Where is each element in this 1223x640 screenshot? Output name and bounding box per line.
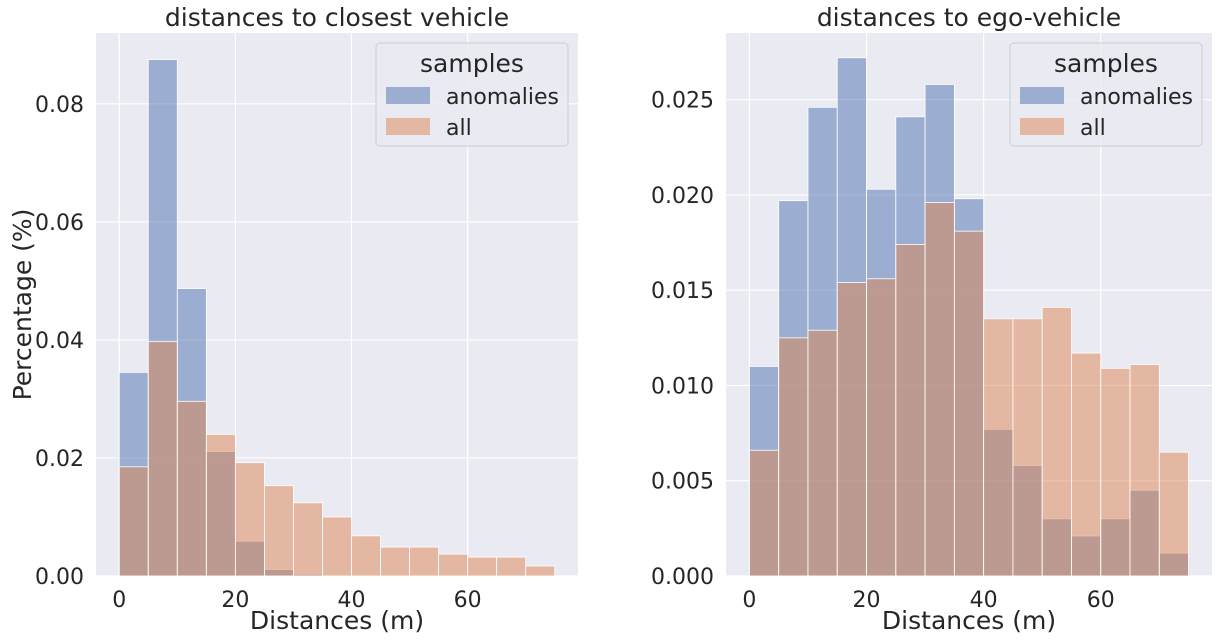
- legend-title: samples: [420, 49, 524, 78]
- y-tick-label: 0.005: [651, 470, 714, 495]
- y-tick-label: 0.020: [651, 184, 714, 209]
- chart-title: distances to ego-vehicle: [817, 3, 1121, 32]
- bar-all: [836, 282, 867, 577]
- bar-all: [1012, 318, 1043, 577]
- legend-swatch-all: [1020, 118, 1064, 135]
- x-axis-label: Distances (m): [882, 606, 1056, 635]
- bar-all: [380, 546, 410, 577]
- bar-all: [118, 466, 149, 577]
- bar-all: [749, 449, 780, 577]
- x-tick-label: 0: [112, 588, 126, 613]
- bar-all: [895, 244, 926, 577]
- y-tick-label: 0.000: [651, 565, 714, 590]
- y-tick-label: 0.06: [35, 211, 84, 236]
- y-tick-label: 0.00: [35, 565, 84, 590]
- bar-all: [496, 556, 527, 577]
- bar-all: [147, 341, 178, 577]
- chart-title: distances to closest vehicle: [165, 3, 509, 32]
- bar-all: [1041, 306, 1072, 577]
- bar-all: [293, 502, 323, 577]
- y-tick-label: 0.010: [651, 374, 714, 399]
- bar-all: [351, 535, 381, 577]
- y-axis-label: Percentage (%): [8, 209, 37, 401]
- bar-all: [205, 433, 236, 577]
- x-tick-label: 20: [853, 588, 881, 613]
- y-tick-label: 0.02: [35, 447, 84, 472]
- legend-label-all: all: [1080, 116, 1106, 141]
- legend: samples anomalies all: [375, 42, 569, 147]
- bar-all: [778, 337, 809, 577]
- legend: samples anomalies all: [1009, 42, 1203, 147]
- legend-swatch-anomalies: [386, 87, 430, 104]
- bar-all: [234, 462, 265, 577]
- y-tick-label: 0.025: [651, 89, 714, 114]
- x-tick-label: 20: [221, 588, 249, 613]
- chart-panel-2: 0 20 40 60 0.000 0.005 0.010 0.015 0.020 0.025 dis…: [651, 3, 1212, 635]
- legend-title: samples: [1054, 49, 1158, 78]
- x-tick-label: 40: [338, 588, 366, 613]
- bar-all: [1158, 451, 1189, 577]
- bar-all: [866, 278, 897, 577]
- bar-all: [807, 329, 838, 577]
- bar-all: [264, 485, 294, 577]
- legend-label-anomalies: anomalies: [446, 85, 559, 110]
- y-tick-label: 0.08: [35, 93, 84, 118]
- bar-all: [1129, 364, 1160, 577]
- bar-all: [924, 202, 955, 577]
- x-tick-label: 60: [454, 588, 482, 613]
- y-tick-label: 0.04: [35, 329, 84, 354]
- legend-label-all: all: [446, 116, 472, 141]
- bar-all: [525, 565, 556, 577]
- bar-all: [983, 318, 1014, 577]
- bar-all: [322, 516, 352, 577]
- bar-all: [1071, 352, 1102, 577]
- x-tick-label: 0: [742, 588, 756, 613]
- legend-swatch-all: [386, 118, 430, 135]
- bar-all: [953, 230, 985, 577]
- bar-all: [409, 546, 440, 577]
- bar-all: [1100, 367, 1131, 577]
- legend-swatch-anomalies: [1020, 87, 1064, 104]
- bar-all: [438, 553, 469, 577]
- legend-label-anomalies: anomalies: [1080, 85, 1193, 110]
- bar-all: [176, 400, 207, 577]
- x-tick-label: 60: [1087, 588, 1115, 613]
- chart-panel-1: 0 20 40 60 0.00 0.02 0.04 0.06 0.08 distances to …: [8, 3, 578, 635]
- bar-all: [467, 556, 498, 577]
- y-tick-label: 0.015: [651, 279, 714, 304]
- x-tick-label: 40: [970, 588, 998, 613]
- x-axis-label: Distances (m): [250, 606, 424, 635]
